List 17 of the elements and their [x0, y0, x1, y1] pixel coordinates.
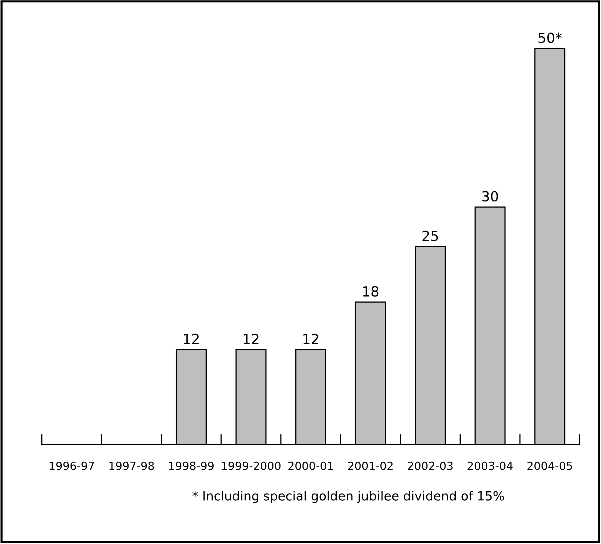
- text: * Including special golden jubilee dividend of 15%: [192, 491, 504, 504]
- data-label: 12: [304, 334, 318, 344]
- data-label: 50*: [538, 32, 562, 44]
- x-tick-label: 2003-04: [468, 462, 513, 470]
- x-tick-label: 1999-2000: [222, 462, 281, 470]
- x-tick-label: 1996-97: [50, 462, 94, 470]
- x-tick-label: 2002-03: [408, 462, 453, 470]
- data-label: 12: [184, 334, 199, 344]
- x-tick-label: 2000-01: [288, 462, 334, 470]
- data-label: 30: [482, 191, 498, 202]
- data-label: 18: [363, 286, 379, 297]
- x-tick-label: 2004-05: [528, 462, 572, 470]
- x-tick-label: 1998-99: [169, 462, 214, 470]
- x-tick-label: 2001-02: [348, 462, 393, 470]
- data-label: 12: [244, 334, 259, 344]
- data-label: 25: [422, 230, 438, 242]
- x-tick-label: 1997-98: [110, 462, 154, 470]
